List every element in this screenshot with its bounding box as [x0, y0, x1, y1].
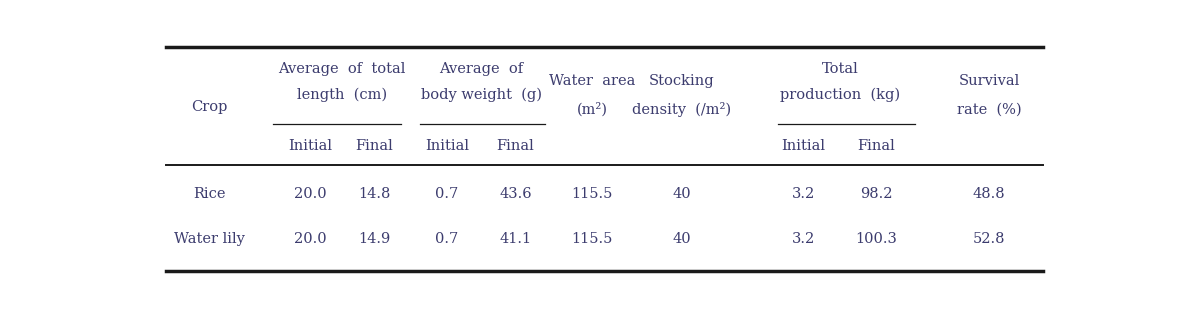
Text: Total: Total — [822, 62, 858, 76]
Text: 14.9: 14.9 — [358, 232, 390, 246]
Text: Final: Final — [857, 139, 895, 153]
Text: Final: Final — [355, 139, 393, 153]
Text: (m²): (m²) — [577, 102, 608, 117]
Text: 3.2: 3.2 — [792, 187, 815, 201]
Text: Initial: Initial — [288, 139, 332, 153]
Text: Average  of: Average of — [440, 62, 523, 76]
Text: Average  of  total: Average of total — [278, 62, 406, 76]
Text: Initial: Initial — [426, 139, 469, 153]
Text: 3.2: 3.2 — [792, 232, 815, 246]
Text: length  (cm): length (cm) — [297, 88, 387, 102]
Text: Initial: Initial — [782, 139, 825, 153]
Text: body weight  (g): body weight (g) — [421, 88, 542, 102]
Text: 98.2: 98.2 — [861, 187, 893, 201]
Text: 115.5: 115.5 — [572, 232, 613, 246]
Text: Survival: Survival — [959, 74, 1020, 88]
Text: 40: 40 — [672, 232, 691, 246]
Text: rate  (%): rate (%) — [956, 103, 1021, 116]
Text: 0.7: 0.7 — [435, 187, 459, 201]
Text: 48.8: 48.8 — [973, 187, 1006, 201]
Text: production  (kg): production (kg) — [780, 88, 900, 102]
Text: Water lily: Water lily — [174, 232, 245, 246]
Text: 20.0: 20.0 — [294, 187, 327, 201]
Text: 100.3: 100.3 — [856, 232, 897, 246]
Text: density  (/m²): density (/m²) — [632, 102, 731, 117]
Text: Rice: Rice — [193, 187, 225, 201]
Text: 40: 40 — [672, 187, 691, 201]
Text: 115.5: 115.5 — [572, 187, 613, 201]
Text: Stocking: Stocking — [650, 74, 714, 88]
Text: 20.0: 20.0 — [294, 232, 327, 246]
Text: 41.1: 41.1 — [500, 232, 532, 246]
Text: 14.8: 14.8 — [357, 187, 390, 201]
Text: 0.7: 0.7 — [435, 232, 459, 246]
Text: 43.6: 43.6 — [499, 187, 532, 201]
Text: Final: Final — [496, 139, 534, 153]
Text: 52.8: 52.8 — [973, 232, 1006, 246]
Text: Water  area: Water area — [549, 74, 635, 88]
Text: Crop: Crop — [191, 100, 228, 114]
